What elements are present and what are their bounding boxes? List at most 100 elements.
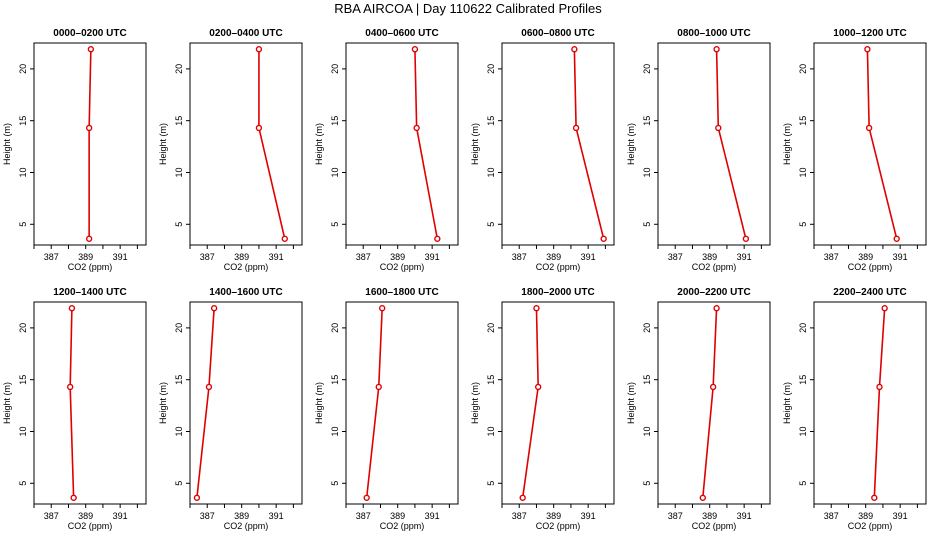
panel-title: 0000–0200 UTC bbox=[53, 28, 126, 39]
y-tick-label: 5 bbox=[174, 481, 184, 486]
data-point bbox=[375, 383, 382, 391]
y-tick-label: 15 bbox=[642, 375, 652, 385]
panel-title: 0400–0600 UTC bbox=[365, 28, 438, 39]
y-tick-label: 10 bbox=[486, 167, 496, 177]
y-tick-label: 15 bbox=[798, 116, 808, 126]
x-tick-label: 389 bbox=[546, 252, 561, 262]
panel-title: 1600–1800 UTC bbox=[365, 287, 438, 298]
data-point bbox=[363, 494, 370, 501]
y-tick-label: 5 bbox=[642, 222, 652, 227]
x-tick-label: 389 bbox=[702, 252, 717, 262]
y-tick-label: 15 bbox=[486, 375, 496, 385]
y-tick-label: 5 bbox=[174, 222, 184, 227]
y-tick-label: 15 bbox=[330, 116, 340, 126]
panel-title: 0600–0800 UTC bbox=[521, 28, 594, 39]
y-tick-label: 15 bbox=[798, 375, 808, 385]
y-tick-label: 10 bbox=[18, 426, 28, 436]
data-point bbox=[519, 494, 526, 501]
y-tick-label: 5 bbox=[798, 481, 808, 486]
plot-frame bbox=[657, 301, 771, 505]
y-tick-label: 10 bbox=[642, 426, 652, 436]
y-tick-label: 20 bbox=[486, 323, 496, 333]
x-axis-label: CO2 (ppm) bbox=[848, 262, 893, 272]
data-point bbox=[281, 235, 288, 242]
y-tick-label: 10 bbox=[798, 426, 808, 436]
x-tick-label: 389 bbox=[390, 252, 405, 262]
y-tick-label: 15 bbox=[486, 116, 496, 126]
profile-line bbox=[69, 308, 75, 498]
y-tick-label: 5 bbox=[18, 481, 28, 486]
data-point bbox=[66, 383, 74, 391]
y-tick-label: 10 bbox=[798, 167, 808, 177]
panel-title: 2000–2200 UTC bbox=[677, 287, 750, 298]
data-point bbox=[193, 494, 201, 501]
profile-line bbox=[196, 308, 215, 498]
x-tick-label: 387 bbox=[200, 252, 215, 262]
y-tick-label: 20 bbox=[18, 64, 28, 74]
x-tick-label: 391 bbox=[581, 511, 596, 521]
data-point bbox=[865, 124, 873, 132]
data-point bbox=[411, 46, 419, 53]
x-tick-label: 389 bbox=[702, 511, 717, 521]
y-tick-label: 20 bbox=[174, 323, 184, 333]
y-tick-label: 20 bbox=[174, 64, 184, 74]
x-tick-label: 387 bbox=[824, 252, 839, 262]
data-point bbox=[742, 235, 750, 242]
y-tick-label: 5 bbox=[642, 481, 652, 486]
x-tick-label: 391 bbox=[425, 252, 440, 262]
y-tick-label: 15 bbox=[18, 116, 28, 126]
y-axis-label: Height (m) bbox=[158, 382, 168, 424]
y-tick-label: 20 bbox=[330, 323, 340, 333]
profile-line bbox=[866, 49, 898, 239]
profile-line bbox=[88, 49, 92, 239]
y-axis-label: Height (m) bbox=[2, 123, 12, 165]
y-tick-label: 15 bbox=[174, 116, 184, 126]
profile-line bbox=[873, 308, 886, 498]
data-point bbox=[68, 305, 76, 312]
x-tick-label: 389 bbox=[546, 511, 561, 521]
x-tick-label: 387 bbox=[668, 511, 683, 521]
x-axis-label: CO2 (ppm) bbox=[224, 521, 269, 531]
panel-title: 1200–1400 UTC bbox=[53, 287, 126, 298]
data-point bbox=[864, 46, 871, 53]
data-point bbox=[871, 494, 878, 501]
data-point bbox=[434, 235, 441, 242]
x-tick-label: 391 bbox=[113, 511, 128, 521]
x-tick-label: 389 bbox=[858, 252, 873, 262]
y-tick-label: 10 bbox=[330, 167, 340, 177]
x-axis-label: CO2 (ppm) bbox=[848, 521, 893, 531]
data-point bbox=[699, 494, 706, 501]
x-axis-label: CO2 (ppm) bbox=[68, 521, 113, 531]
panel-title: 1400–1600 UTC bbox=[209, 287, 282, 298]
data-point bbox=[413, 124, 420, 132]
y-tick-label: 5 bbox=[18, 222, 28, 227]
y-tick-label: 20 bbox=[330, 64, 340, 74]
data-point bbox=[571, 46, 578, 53]
data-point bbox=[572, 124, 580, 132]
x-tick-label: 387 bbox=[44, 252, 59, 262]
x-tick-label: 387 bbox=[824, 511, 839, 521]
panel-title: 0200–0400 UTC bbox=[209, 28, 282, 39]
x-tick-label: 389 bbox=[78, 252, 93, 262]
panel-title: 1000–1200 UTC bbox=[833, 28, 906, 39]
panel-title: 1800–2000 UTC bbox=[521, 287, 594, 298]
x-tick-label: 389 bbox=[858, 511, 873, 521]
y-tick-label: 10 bbox=[486, 426, 496, 436]
y-tick-label: 20 bbox=[642, 323, 652, 333]
y-axis-label: Height (m) bbox=[470, 123, 480, 165]
y-tick-label: 20 bbox=[798, 323, 808, 333]
x-axis-label: CO2 (ppm) bbox=[380, 521, 425, 531]
data-point bbox=[85, 124, 93, 132]
y-tick-label: 5 bbox=[486, 222, 496, 227]
data-point bbox=[255, 46, 263, 53]
y-axis-label: Height (m) bbox=[782, 382, 792, 424]
data-point bbox=[70, 494, 77, 501]
